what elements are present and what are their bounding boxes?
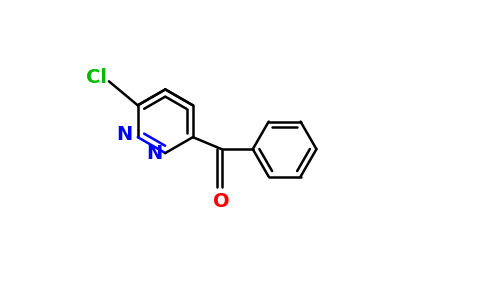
Text: N: N bbox=[147, 144, 163, 163]
Text: N: N bbox=[116, 125, 133, 144]
Text: Cl: Cl bbox=[87, 68, 107, 87]
Text: O: O bbox=[213, 192, 230, 212]
